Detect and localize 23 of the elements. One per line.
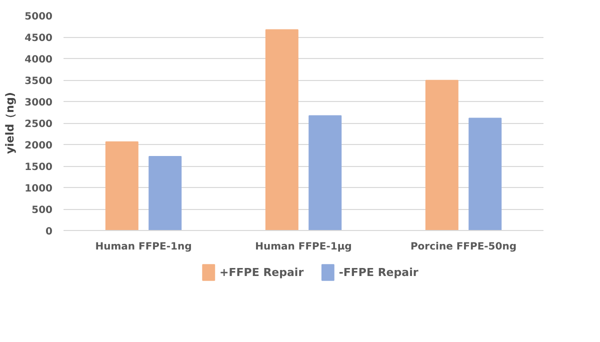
y-tick-label: 4000	[24, 54, 53, 66]
y-tick-label: 1000	[24, 184, 53, 194]
bar	[148, 156, 182, 230]
x-tick-label: Human FFPE-1ng	[95, 242, 192, 252]
y-tick-label: 3000	[24, 98, 53, 108]
y-tick-label: 4500	[24, 33, 53, 44]
bar	[468, 118, 502, 230]
y-tick-label: 0	[46, 226, 53, 238]
legend-label: -FFPE Repair	[338, 266, 419, 279]
bar	[425, 80, 458, 230]
bar	[308, 115, 342, 230]
bar	[265, 29, 298, 230]
y-tick-label: 1500	[24, 162, 53, 173]
y-axis-title: yield（ng)	[4, 92, 17, 154]
y-tick-label: 2000	[24, 140, 53, 152]
bar	[105, 141, 138, 230]
y-tick-label: 3500	[24, 76, 53, 87]
x-tick-label: Human FFPE-1μg	[255, 242, 352, 252]
y-tick-label: 2500	[24, 119, 53, 130]
y-tick-label: 500	[32, 205, 53, 216]
legend-label: +FFPE Repair	[220, 266, 304, 279]
x-tick-label: Porcine FFPE-50ng	[410, 242, 517, 252]
y-tick-label: 5000	[24, 12, 53, 22]
